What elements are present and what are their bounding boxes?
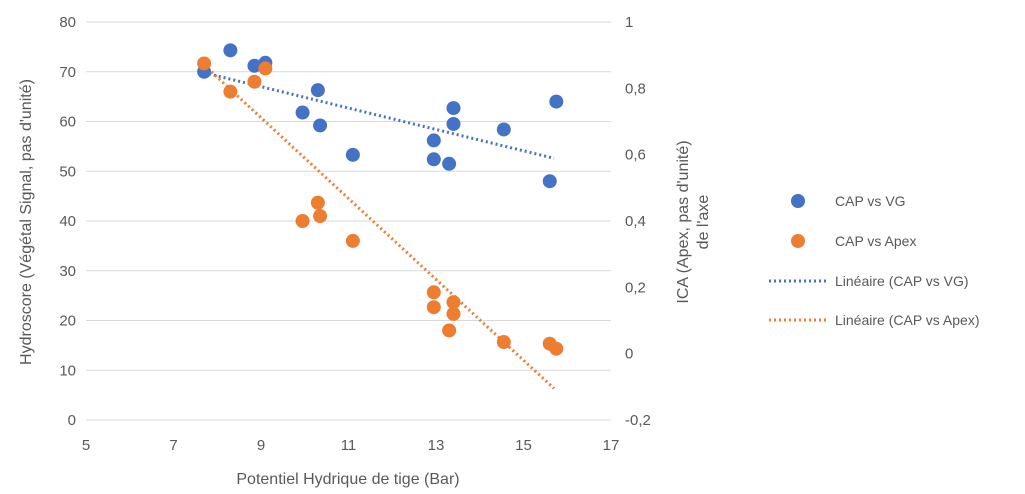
- point-cap-vs-vg: [426, 133, 441, 148]
- y-tick-label: 80: [59, 14, 76, 31]
- legend-marker-cap-vs-vg: [791, 194, 805, 208]
- y2-axis-title-line2: de l'axe: [695, 195, 712, 250]
- legend-label-trend-apex: Linéaire (CAP vs Apex): [835, 312, 979, 328]
- trendline-vg: [203, 71, 555, 160]
- x-tick-label: 11: [341, 437, 357, 454]
- point-cap-vs-apex: [549, 341, 564, 356]
- point-cap-vs-apex: [247, 74, 262, 89]
- x-tick-label: 7: [169, 437, 177, 454]
- point-cap-vs-vg: [313, 118, 328, 133]
- x-tick-label: 13: [428, 437, 445, 454]
- y2-tick-label: 0,8: [625, 80, 646, 97]
- point-cap-vs-apex: [496, 335, 511, 350]
- y2-tick-label: -0,2: [625, 412, 651, 429]
- legend-label-cap-vs-vg: CAP vs VG: [835, 193, 906, 209]
- point-cap-vs-vg: [496, 122, 511, 137]
- x-tick-label: 9: [257, 437, 265, 454]
- trendlines: [203, 64, 556, 390]
- legend-label-trend-vg: Linéaire (CAP vs VG): [835, 273, 969, 289]
- y-axis-ticks: 0 10 20 30 40 50 60 70 80: [59, 14, 76, 429]
- y2-axis-title-line1: ICA (Apex, pas d'unité): [675, 140, 692, 303]
- point-cap-vs-apex: [442, 323, 457, 338]
- y-axis-title: Hydroscore (Végétal Signal, pas d'unité): [18, 79, 35, 365]
- point-cap-vs-vg: [310, 83, 325, 98]
- x-tick-label: 15: [515, 437, 532, 454]
- y-tick-label: 50: [59, 163, 76, 180]
- point-cap-vs-apex: [310, 195, 325, 210]
- point-cap-vs-apex: [258, 61, 273, 76]
- point-cap-vs-apex: [426, 285, 441, 300]
- y2-tick-label: 0,4: [625, 213, 646, 230]
- legend-label-cap-vs-apex: CAP vs Apex: [835, 233, 916, 249]
- x-tick-label: 17: [603, 437, 620, 454]
- y-tick-label: 20: [59, 313, 76, 330]
- y2-tick-label: 0,6: [625, 147, 646, 164]
- legend: CAP vs VG CAP vs Apex Linéaire (CAP vs V…: [769, 193, 979, 328]
- data-points: [197, 43, 564, 356]
- x-tick-label: 5: [82, 437, 90, 454]
- point-cap-vs-vg: [542, 174, 557, 189]
- y2-axis-ticks: -0,2 0 0,2 0,4 0,6 0,8 1: [625, 14, 651, 429]
- point-cap-vs-vg: [223, 43, 238, 58]
- y-tick-label: 30: [59, 263, 76, 280]
- y-tick-label: 0: [68, 412, 76, 429]
- point-cap-vs-vg: [442, 156, 457, 171]
- point-cap-vs-apex: [446, 295, 461, 310]
- point-cap-vs-vg: [446, 116, 461, 131]
- x-axis-title: Potentiel Hydrique de tige (Bar): [236, 471, 459, 488]
- point-cap-vs-apex: [295, 214, 310, 228]
- point-cap-vs-apex: [313, 209, 328, 224]
- y-tick-label: 70: [59, 64, 76, 81]
- point-cap-vs-apex: [197, 56, 212, 71]
- point-cap-vs-vg: [549, 94, 564, 109]
- y-tick-label: 60: [59, 114, 76, 131]
- legend-marker-cap-vs-apex: [791, 234, 805, 248]
- point-cap-vs-apex: [345, 233, 360, 248]
- y-tick-label: 40: [59, 213, 76, 230]
- point-cap-vs-vg: [295, 105, 310, 120]
- y-tick-label: 10: [59, 362, 76, 379]
- point-cap-vs-vg: [345, 147, 360, 162]
- point-cap-vs-vg: [426, 152, 441, 167]
- y2-tick-label: 0: [625, 346, 633, 363]
- point-cap-vs-apex: [446, 306, 461, 321]
- point-cap-vs-apex: [426, 300, 441, 315]
- point-cap-vs-vg: [446, 101, 461, 116]
- y2-tick-label: 0,2: [625, 279, 646, 296]
- y2-tick-label: 1: [625, 14, 633, 31]
- point-cap-vs-vg: [247, 58, 262, 73]
- gridlines: [86, 21, 611, 421]
- x-axis-ticks: 5 7 9 11 13 15 17: [82, 437, 620, 454]
- point-cap-vs-apex: [223, 84, 238, 99]
